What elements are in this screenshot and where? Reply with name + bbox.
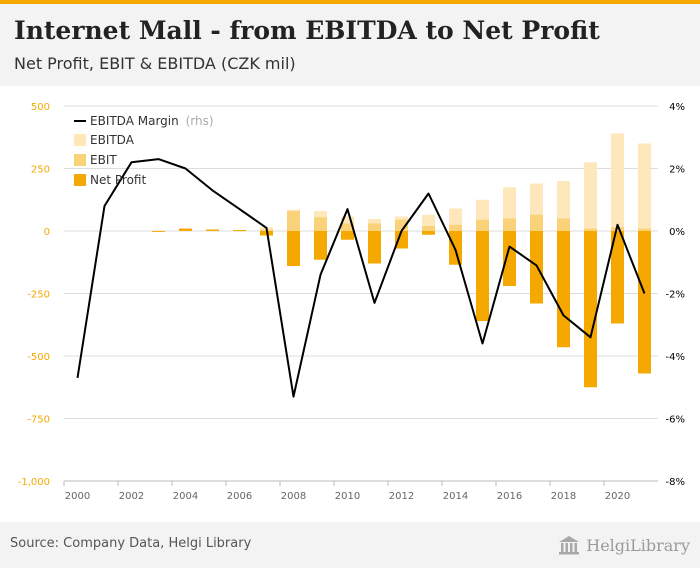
x-tick-label: 2000 [65,491,90,502]
bar-ebit [503,218,516,231]
bar-ebit [584,228,597,231]
x-tick-label: 2020 [605,491,630,502]
footer: Source: Company Data, Helgi Library Helg… [0,522,700,568]
bar-ebit [449,224,462,231]
bar-net-profit [341,231,354,240]
bar-net-profit [287,231,300,266]
bar-ebit [422,226,435,231]
y-left-tick-label: -500 [27,352,50,363]
axes: 500 250 0 -250 -500 -750 -1,000 4% 2% 0% -2% -4% -6%… [18,102,685,502]
bar-net-profit [557,231,570,348]
margin-line-group [76,158,646,398]
bar-ebit [287,211,300,231]
y-left-tick-label: 0 [44,227,50,238]
bar-ebit [557,218,570,231]
x-tick-label: 2008 [281,491,306,502]
legend-ebitda-swatch [74,134,86,146]
y-left-tick-label: 500 [31,102,50,113]
library-building-icon [559,536,580,555]
bar-ebit [530,214,543,231]
bar-net-profit [233,230,246,231]
legend-ebit-swatch [74,154,86,166]
bar-net-profit [611,231,624,324]
y-right-tick-label: 2% [669,165,685,176]
legend-ebitda-label: EBITDA [90,133,135,147]
y-right-tick-label: -4% [666,352,685,363]
y-right-tick-label: -2% [666,290,685,301]
legend-margin-label: EBITDA Margin (rhs) [90,114,214,128]
bar-net-profit [584,231,597,388]
y-right-tick-label: 4% [669,102,685,113]
bar-ebit [611,227,624,231]
top-accent-bar [0,0,700,4]
ebitda-margin-line [76,158,646,398]
x-tick-label: 2010 [335,491,360,502]
legend-net-profit-label: Net Profit [90,173,146,187]
y-left-tick-label: -250 [27,290,50,301]
bar-ebit [638,228,651,231]
chart-title: Internet Mall - from EBITDA to Net Profi… [14,16,600,45]
legend-ebit-label: EBIT [90,153,117,167]
bar-net-profit [152,231,165,232]
bars [152,133,651,388]
brand-logo[interactable]: HelgiLibrary [558,534,690,556]
bar-net-profit [395,231,408,249]
x-tick-label: 2004 [173,491,198,502]
legend-margin-suffix: (rhs) [186,114,214,128]
legend: EBITDA Margin (rhs) EBITDA EBIT Net Prof… [74,114,214,187]
x-tick-label: 2002 [119,491,144,502]
bar-ebitda [611,133,624,231]
chart-subtitle: Net Profit, EBIT & EBITDA (CZK mil) [14,54,296,73]
bar-net-profit [503,231,516,286]
y-left-tick-label: -1,000 [18,477,50,488]
bar-ebit [368,223,381,231]
bar-net-profit [314,231,327,260]
bar-ebitda [584,162,597,231]
bar-ebit [395,219,408,231]
bar-net-profit [422,231,435,235]
source-note: Source: Company Data, Helgi Library [10,536,252,551]
x-tick-label: 2018 [551,491,576,502]
y-right-tick-label: 0% [669,227,685,238]
x-tick-label: 2006 [227,491,252,502]
bar-net-profit [179,228,192,231]
x-tick-label: 2016 [497,491,522,502]
bar-ebitda [638,143,651,231]
bar-ebit [476,219,489,231]
legend-margin-name: EBITDA Margin [90,114,179,128]
y-right-tick-label: -8% [666,477,685,488]
y-left-tick-label: 250 [31,165,50,176]
brand-name: HelgiLibrary [586,535,690,555]
x-tick-label: 2014 [443,491,468,502]
bar-net-profit [638,231,651,374]
chart-header: Internet Mall - from EBITDA to Net Profi… [0,4,700,86]
y-right-tick-label: -6% [666,415,685,426]
bar-net-profit [206,229,219,231]
bar-ebit [314,217,327,231]
legend-net-profit-swatch [74,174,86,186]
bar-ebit [341,223,354,231]
bar-net-profit [368,231,381,264]
y-left-tick-label: -750 [27,415,50,426]
bar-net-profit [476,231,489,321]
chart-area: 500 250 0 -250 -500 -750 -1,000 4% 2% 0% -2% -4% -6%… [18,102,685,502]
x-tick-label: 2012 [389,491,414,502]
